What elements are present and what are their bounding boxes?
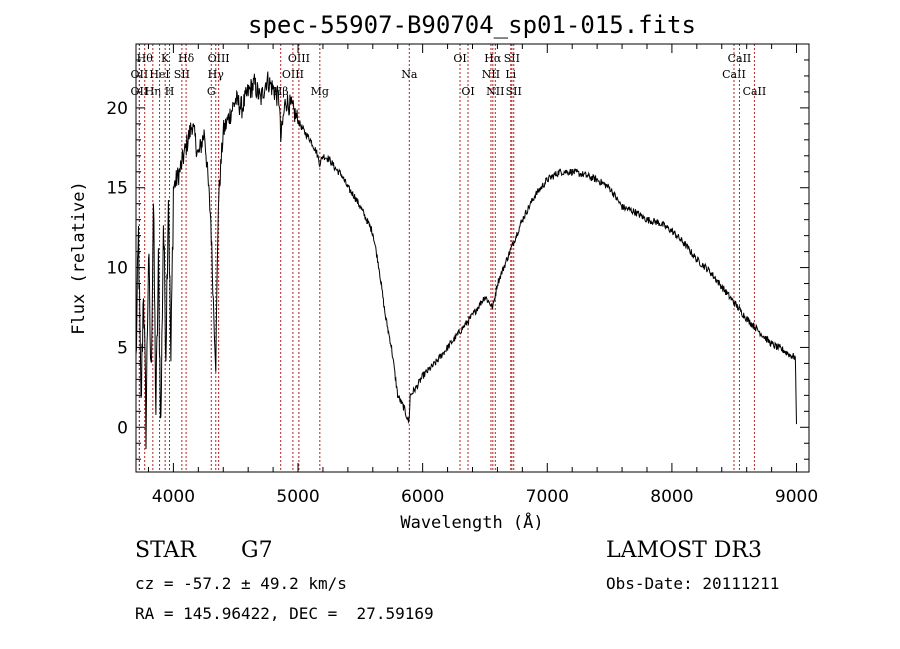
line-marker-label: OIII bbox=[282, 68, 304, 81]
x-axis-label: Wavelength (Å) bbox=[400, 511, 543, 533]
y-tick-label: 5 bbox=[117, 338, 128, 358]
line-marker-label: G bbox=[207, 85, 216, 98]
line-marker-label: SII bbox=[504, 52, 520, 65]
line-marker-label: OIII bbox=[208, 52, 230, 65]
line-marker-label: CaII bbox=[743, 85, 767, 98]
x-tick-label: 5000 bbox=[276, 487, 319, 507]
y-tick-label: 15 bbox=[106, 179, 128, 199]
line-marker-label: Na bbox=[401, 68, 418, 81]
y-tick-label: 20 bbox=[106, 99, 128, 119]
object-class: STAR bbox=[135, 538, 196, 563]
spectrum-line bbox=[135, 71, 797, 450]
y-tick-label: 0 bbox=[117, 418, 128, 438]
redshift-cz: cz = -57.2 ± 49.2 km/s bbox=[135, 574, 347, 593]
line-marker-label: Hα bbox=[484, 52, 502, 65]
line-marker-label: NII bbox=[486, 85, 504, 98]
line-marker-label: SII bbox=[506, 85, 522, 98]
line-marker-label: Hδ bbox=[178, 52, 195, 65]
line-marker-label: Hη bbox=[145, 85, 161, 98]
spectrum-chart: spec-55907-B90704_sp01-015.fits OIIOIIHθ… bbox=[69, 11, 818, 533]
line-marker-label: K bbox=[161, 52, 170, 65]
line-marker-label: OII bbox=[131, 68, 149, 81]
x-tick-label: 7000 bbox=[526, 487, 569, 507]
line-marker-label: Hγ bbox=[208, 68, 225, 81]
x-tick-label: 4000 bbox=[152, 487, 195, 507]
chart-title: spec-55907-B90704_sp01-015.fits bbox=[248, 11, 696, 39]
survey-name: LAMOST DR3 bbox=[606, 538, 762, 563]
line-marker-label: CaII bbox=[728, 52, 752, 65]
line-marker-label: HeI bbox=[149, 68, 169, 81]
line-markers: OIIOIIHθHηHeIKHSIIHδGHγOIIIHβOIIIOIIIMgN… bbox=[131, 44, 767, 472]
plot-frame bbox=[135, 43, 810, 473]
x-tick-label: 8000 bbox=[650, 487, 693, 507]
series-group bbox=[135, 71, 797, 450]
line-marker-label: OI bbox=[461, 85, 474, 98]
y-tick-label: 10 bbox=[106, 259, 128, 279]
y-axis-label: Flux (relative) bbox=[69, 181, 89, 335]
coordinates: RA = 145.96422, DEC = 27.59169 bbox=[135, 604, 434, 623]
line-marker-label: Li bbox=[505, 68, 516, 81]
obs-date: Obs-Date: 20111211 bbox=[606, 574, 780, 593]
line-marker-label: H bbox=[165, 85, 175, 98]
line-marker-label: Mg bbox=[311, 85, 329, 98]
x-tick-label: 9000 bbox=[775, 487, 818, 507]
line-marker-label: OI bbox=[453, 52, 466, 65]
line-marker-label: CaII bbox=[722, 68, 746, 81]
line-marker-label: SII bbox=[174, 68, 190, 81]
line-marker-label: NII bbox=[482, 68, 500, 81]
axis-ticks: 4000 5000 6000 7000 8000 9000 0 5 10 15 20 bbox=[106, 44, 818, 507]
x-tick-label: 6000 bbox=[401, 487, 444, 507]
line-marker-label: Hθ bbox=[137, 52, 154, 65]
object-subclass: G7 bbox=[241, 538, 273, 563]
line-marker-label: OIII bbox=[288, 52, 310, 65]
